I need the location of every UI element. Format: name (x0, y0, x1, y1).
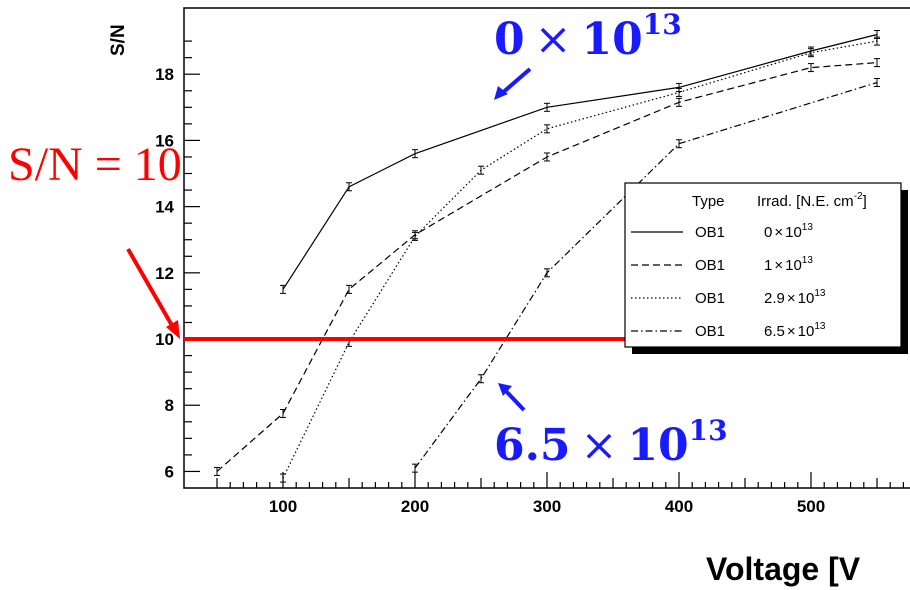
series-layer (214, 29, 880, 483)
data-point (280, 284, 286, 294)
legend-row: OB1 0 × 1013 (631, 222, 813, 241)
data-point (280, 409, 286, 419)
legend-row: OB1 2.9 × 1013 (631, 288, 826, 307)
y-tick-label: 18 (155, 65, 174, 84)
data-point (478, 165, 484, 175)
y-axis: 6 8 10 12 14 16 18 (155, 40, 200, 481)
x-tick-label: 300 (533, 497, 561, 516)
data-point (808, 63, 814, 73)
data-point (280, 473, 286, 483)
x-tick-label: 500 (797, 497, 825, 516)
legend-type: OB1 (695, 224, 725, 241)
y-axis-title: S/N (108, 24, 129, 56)
x-tick-label: 400 (665, 497, 693, 516)
legend-type: OB1 (695, 323, 725, 340)
annotation-top-arrowhead (494, 86, 508, 100)
x-tick-label: 200 (401, 497, 429, 516)
threshold-arrow (126, 248, 176, 330)
data-point (874, 36, 880, 46)
legend-header-type: Type (692, 193, 725, 210)
legend-irrad: 6.5 × 1013 (764, 321, 826, 340)
data-point (412, 149, 418, 159)
legend-type: OB1 (695, 257, 725, 274)
data-point (544, 152, 550, 162)
y-tick-label: 16 (155, 131, 174, 150)
series-line (216, 62, 878, 472)
series-line (282, 40, 878, 479)
annotation-bottom-arrowhead (498, 383, 512, 396)
y-tick-label: 10 (155, 330, 174, 349)
legend-type: OB1 (695, 290, 725, 307)
data-point (676, 139, 682, 149)
series-4 (412, 77, 880, 473)
plot-frame (183, 7, 910, 489)
data-point (412, 463, 418, 473)
legend-row: OB1 6.5 × 1013 (631, 321, 826, 340)
legend-header-irrad: Irrad. [N.E. cm-2] (757, 191, 867, 210)
y-tick-label: 6 (165, 462, 174, 481)
legend-irrad: 2.9 × 1013 (764, 288, 826, 307)
threshold-arrowhead (166, 320, 180, 339)
annotation-bottom-label: 6.5 × 1013 (494, 414, 728, 471)
annotation-top-label: 0 × 1013 (494, 8, 682, 65)
data-point (874, 58, 880, 68)
threshold-label: S/N = 10 (8, 138, 182, 191)
x-axis: 100 200 300 400 500 (216, 472, 905, 516)
data-point (346, 182, 352, 192)
data-point (676, 97, 682, 107)
legend-irrad: 0 × 1013 (764, 222, 813, 241)
y-tick-label: 8 (165, 396, 174, 415)
data-point (346, 284, 352, 294)
x-tick-label: 100 (269, 497, 297, 516)
data-point (544, 268, 550, 278)
series-3 (280, 36, 880, 483)
legend-irrad: 1 × 1013 (764, 255, 813, 274)
data-point (544, 102, 550, 112)
data-point (214, 466, 220, 476)
annotation-top-arrow (498, 67, 532, 97)
data-point (478, 374, 484, 384)
data-point (676, 87, 682, 97)
data-point (412, 231, 418, 241)
data-point (808, 48, 814, 58)
annotation-bottom-arrow (502, 387, 526, 412)
data-point (874, 77, 880, 87)
x-axis-title: Voltage [V (706, 551, 861, 587)
data-point (544, 124, 550, 134)
y-tick-label: 12 (155, 264, 174, 283)
legend-row: OB1 1 × 1013 (631, 255, 813, 274)
y-tick-label: 14 (155, 198, 174, 217)
series-2 (214, 58, 880, 476)
legend: Type Irrad. [N.E. cm-2] OB1 0 × 1013 OB1 1 × 10… (624, 182, 908, 354)
